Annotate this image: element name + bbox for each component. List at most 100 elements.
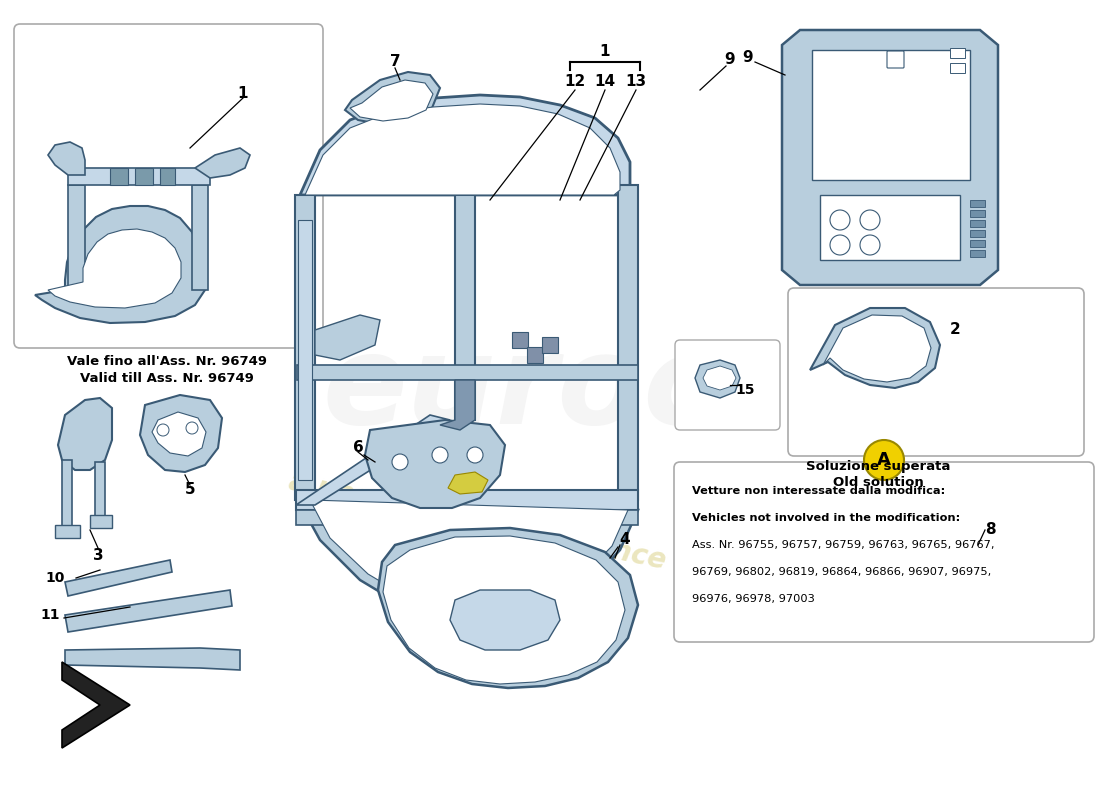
Circle shape xyxy=(843,523,857,537)
Polygon shape xyxy=(970,230,985,237)
Text: 14: 14 xyxy=(594,74,616,90)
Polygon shape xyxy=(695,360,740,398)
Polygon shape xyxy=(450,590,560,650)
Polygon shape xyxy=(810,308,940,388)
FancyBboxPatch shape xyxy=(674,462,1094,642)
Polygon shape xyxy=(68,168,210,185)
Polygon shape xyxy=(970,210,985,217)
Text: 2: 2 xyxy=(949,322,960,338)
Polygon shape xyxy=(448,472,488,494)
Polygon shape xyxy=(65,560,172,596)
Polygon shape xyxy=(48,229,182,308)
Polygon shape xyxy=(297,365,638,380)
Polygon shape xyxy=(295,195,315,500)
Polygon shape xyxy=(440,380,475,430)
Polygon shape xyxy=(835,510,958,595)
Polygon shape xyxy=(365,420,505,508)
Polygon shape xyxy=(970,240,985,247)
Polygon shape xyxy=(315,315,379,360)
Circle shape xyxy=(843,563,857,577)
Polygon shape xyxy=(823,315,931,382)
Text: 1: 1 xyxy=(238,86,249,101)
Polygon shape xyxy=(300,95,630,195)
Text: Soluzione superata: Soluzione superata xyxy=(806,460,950,473)
Circle shape xyxy=(392,454,408,470)
Text: 8: 8 xyxy=(984,522,996,538)
Polygon shape xyxy=(48,142,85,175)
Text: 11: 11 xyxy=(41,608,59,622)
Polygon shape xyxy=(95,462,104,520)
Polygon shape xyxy=(35,206,205,323)
Circle shape xyxy=(830,235,850,255)
Polygon shape xyxy=(55,525,80,538)
Polygon shape xyxy=(68,185,85,295)
Circle shape xyxy=(468,447,483,463)
Circle shape xyxy=(186,422,198,434)
FancyBboxPatch shape xyxy=(887,51,904,68)
Text: Ass. Nr. 96755, 96757, 96759, 96763, 96765, 96767,: Ass. Nr. 96755, 96757, 96759, 96763, 967… xyxy=(692,540,994,550)
Polygon shape xyxy=(296,415,450,505)
FancyBboxPatch shape xyxy=(14,24,323,348)
Text: 12: 12 xyxy=(564,74,585,90)
Circle shape xyxy=(432,447,448,463)
Circle shape xyxy=(830,210,850,230)
Polygon shape xyxy=(65,648,240,670)
Polygon shape xyxy=(305,104,620,195)
Polygon shape xyxy=(62,460,72,530)
Text: 96976, 96978, 97003: 96976, 96978, 97003 xyxy=(692,594,815,604)
Polygon shape xyxy=(90,515,112,528)
Text: 9: 9 xyxy=(725,53,735,67)
Polygon shape xyxy=(542,337,558,353)
Text: Vale fino all'Ass. Nr. 96749: Vale fino all'Ass. Nr. 96749 xyxy=(67,355,267,368)
Text: 5: 5 xyxy=(185,482,196,498)
Text: Vehicles not involved in the modification:: Vehicles not involved in the modificatio… xyxy=(692,513,960,523)
Polygon shape xyxy=(383,536,625,684)
Polygon shape xyxy=(822,490,978,615)
Circle shape xyxy=(883,563,896,577)
Polygon shape xyxy=(970,220,985,227)
Polygon shape xyxy=(527,347,543,363)
Polygon shape xyxy=(345,72,440,125)
Polygon shape xyxy=(378,528,638,688)
Text: 96769, 96802, 96819, 96864, 96866, 96907, 96975,: 96769, 96802, 96819, 96864, 96866, 96907… xyxy=(692,567,991,577)
Text: a passion for parts since 1985: a passion for parts since 1985 xyxy=(286,467,754,593)
Polygon shape xyxy=(618,185,638,500)
Text: 15: 15 xyxy=(735,383,755,397)
Text: 9: 9 xyxy=(742,50,754,66)
Polygon shape xyxy=(970,200,985,207)
Polygon shape xyxy=(58,398,112,470)
Text: 4: 4 xyxy=(619,533,630,547)
Text: 6: 6 xyxy=(353,441,363,455)
Text: 3: 3 xyxy=(92,547,103,562)
Text: 1: 1 xyxy=(600,45,610,59)
Text: euroc: euroc xyxy=(322,330,717,450)
Circle shape xyxy=(157,424,169,436)
Polygon shape xyxy=(970,250,985,257)
Polygon shape xyxy=(455,195,475,420)
Polygon shape xyxy=(152,412,206,456)
Text: Vetture non interessate dalla modifica:: Vetture non interessate dalla modifica: xyxy=(692,486,945,496)
Polygon shape xyxy=(65,590,232,632)
Polygon shape xyxy=(296,510,638,525)
Circle shape xyxy=(883,523,896,537)
Polygon shape xyxy=(782,30,998,285)
FancyBboxPatch shape xyxy=(675,340,780,430)
Polygon shape xyxy=(350,80,433,121)
Circle shape xyxy=(864,440,904,480)
Polygon shape xyxy=(512,332,528,348)
Polygon shape xyxy=(820,195,960,260)
Polygon shape xyxy=(110,168,128,185)
Text: 7: 7 xyxy=(389,54,400,70)
Polygon shape xyxy=(950,63,965,73)
Polygon shape xyxy=(298,500,638,620)
FancyBboxPatch shape xyxy=(788,288,1084,456)
Polygon shape xyxy=(812,50,970,180)
Text: 13: 13 xyxy=(626,74,647,90)
Polygon shape xyxy=(62,662,130,748)
Text: Valid till Ass. Nr. 96749: Valid till Ass. Nr. 96749 xyxy=(80,372,254,385)
Text: 10: 10 xyxy=(45,571,65,585)
Text: Old solution: Old solution xyxy=(833,476,923,489)
Polygon shape xyxy=(135,168,153,185)
Circle shape xyxy=(860,235,880,255)
Polygon shape xyxy=(192,185,208,290)
